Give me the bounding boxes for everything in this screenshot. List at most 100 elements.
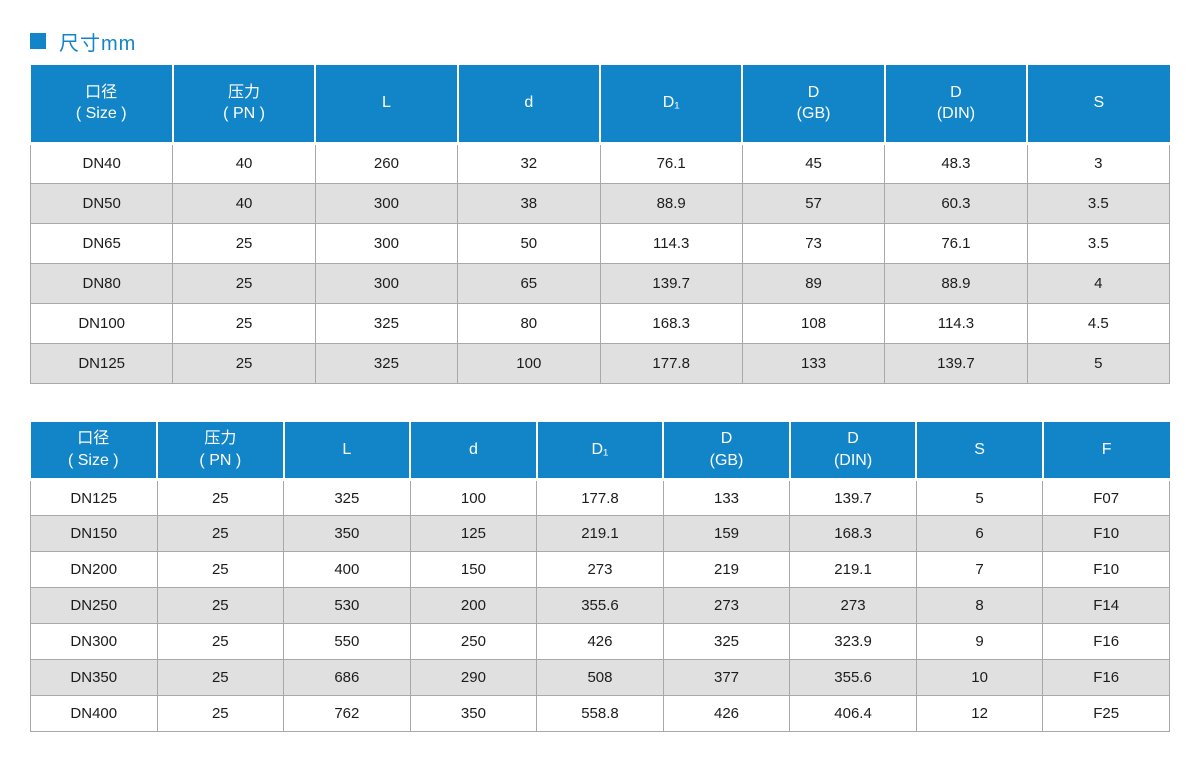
- row-label-cell: DN40: [29, 142, 174, 184]
- row-label-cell: DN350: [30, 659, 158, 696]
- table-cell: 200: [409, 587, 538, 624]
- table-cell: 219.1: [789, 551, 917, 588]
- table-row: DN250 25 530 200 355.6 273 273 8 F14: [30, 587, 1170, 624]
- table-cell: 25: [156, 587, 285, 624]
- table-cell: 300: [314, 222, 459, 264]
- table-cell: 25: [156, 695, 285, 732]
- table-cell: 260: [314, 142, 459, 184]
- column-header: d: [409, 421, 538, 481]
- column-header: 压力 ( PN ): [156, 421, 285, 481]
- table-cell: 273: [536, 551, 664, 588]
- table-cell: 73: [741, 222, 886, 264]
- table-cell: 300: [314, 182, 459, 224]
- table-row: DN100 25 325 80 168.3 108 114.3 4.5: [29, 302, 1171, 344]
- table-cell: 133: [741, 342, 886, 384]
- table-cell: 100: [409, 479, 538, 516]
- table-cell: 25: [156, 623, 285, 660]
- table-cell: 686: [283, 659, 411, 696]
- table-row: DN400 25 762 350 558.8 426 406.4 12 F25: [30, 695, 1170, 732]
- table-row: DN125 25 325 100 177.8 133 139.7 5: [29, 342, 1171, 384]
- table-cell: 325: [314, 302, 459, 344]
- column-header: D (DIN): [883, 65, 1029, 145]
- table-cell: 325: [314, 342, 459, 384]
- table-cell: 5: [915, 479, 1044, 516]
- table-cell: 25: [156, 659, 285, 696]
- table-cell: 80: [457, 302, 601, 344]
- table-cell: 426: [662, 695, 791, 732]
- row-label-cell: DN400: [30, 695, 158, 732]
- table-cell: 426: [536, 623, 664, 660]
- section-title: 尺寸mm: [30, 30, 1170, 55]
- column-header: D₁: [598, 65, 744, 145]
- table-cell: 406.4: [789, 695, 917, 732]
- table-cell: 177.8: [536, 479, 664, 516]
- table-cell: 355.6: [536, 587, 664, 624]
- row-label-cell: DN100: [29, 302, 174, 344]
- row-label-cell: DN125: [30, 479, 158, 516]
- table-cell: 88.9: [884, 262, 1028, 304]
- table-cell: 273: [789, 587, 917, 624]
- table-cell: 133: [662, 479, 791, 516]
- table-cell: 168.3: [599, 302, 743, 344]
- column-header: D₁: [535, 421, 665, 481]
- table-cell: 10: [915, 659, 1044, 696]
- table-cell: 300: [314, 262, 459, 304]
- column-header: F: [1041, 421, 1170, 481]
- table-cell: 325: [283, 479, 411, 516]
- table-cell: 3.5: [1026, 222, 1171, 264]
- table-cell: 65: [457, 262, 601, 304]
- table-row: DN65 25 300 50 114.3 73 76.1 3.5: [29, 222, 1171, 264]
- column-header: 口径 ( Size ): [30, 421, 159, 481]
- table-cell: 25: [172, 222, 316, 264]
- table-row: DN50 40 300 38 88.9 57 60.3 3.5: [29, 182, 1171, 224]
- column-header: 压力 ( PN ): [171, 65, 317, 145]
- table-row: DN150 25 350 125 219.1 159 168.3 6 F10: [30, 515, 1170, 552]
- table-cell: 38: [457, 182, 601, 224]
- table-cell: 25: [172, 302, 316, 344]
- table-cell: 4: [1026, 262, 1171, 304]
- table-cell: 40: [172, 182, 316, 224]
- table-cell: F25: [1042, 695, 1170, 732]
- table-cell: 114.3: [599, 222, 743, 264]
- column-header: S: [915, 421, 1044, 481]
- table-cell: 355.6: [789, 659, 917, 696]
- table-cell: F14: [1042, 587, 1170, 624]
- table-cell: 762: [283, 695, 411, 732]
- table-cell: 219.1: [536, 515, 664, 552]
- table-cell: 350: [409, 695, 538, 732]
- column-header: 口径 ( Size ): [30, 65, 174, 145]
- column-header: S: [1026, 65, 1170, 145]
- table-row: DN40 40 260 32 76.1 45 48.3 3: [29, 142, 1171, 184]
- table-cell: 9: [915, 623, 1044, 660]
- table-cell: 76.1: [599, 142, 743, 184]
- table-cell: 76.1: [884, 222, 1028, 264]
- row-label-cell: DN65: [29, 222, 174, 264]
- row-label-cell: DN200: [30, 551, 158, 588]
- table-cell: 25: [156, 551, 285, 588]
- table-cell: 159: [662, 515, 791, 552]
- section-title-label: 尺寸mm: [59, 32, 137, 55]
- table-cell: F10: [1042, 515, 1170, 552]
- column-header: D (GB): [662, 421, 791, 481]
- row-label-cell: DN50: [29, 182, 174, 224]
- table-cell: 323.9: [789, 623, 917, 660]
- table-cell: F07: [1042, 479, 1170, 516]
- table-cell: 3.5: [1026, 182, 1171, 224]
- column-header: L: [282, 421, 412, 481]
- table-cell: 50: [457, 222, 601, 264]
- table-cell: 168.3: [789, 515, 917, 552]
- table-cell: 4.5: [1026, 302, 1171, 344]
- table-row: DN80 25 300 65 139.7 89 88.9 4: [29, 262, 1171, 304]
- table-cell: 273: [662, 587, 791, 624]
- table-cell: 25: [156, 515, 285, 552]
- table-cell: 400: [283, 551, 411, 588]
- title-bullet-square-icon: [30, 33, 46, 49]
- table-cell: 114.3: [884, 302, 1028, 344]
- table-cell: 57: [741, 182, 886, 224]
- table-cell: 32: [457, 142, 601, 184]
- table-cell: 139.7: [884, 342, 1028, 384]
